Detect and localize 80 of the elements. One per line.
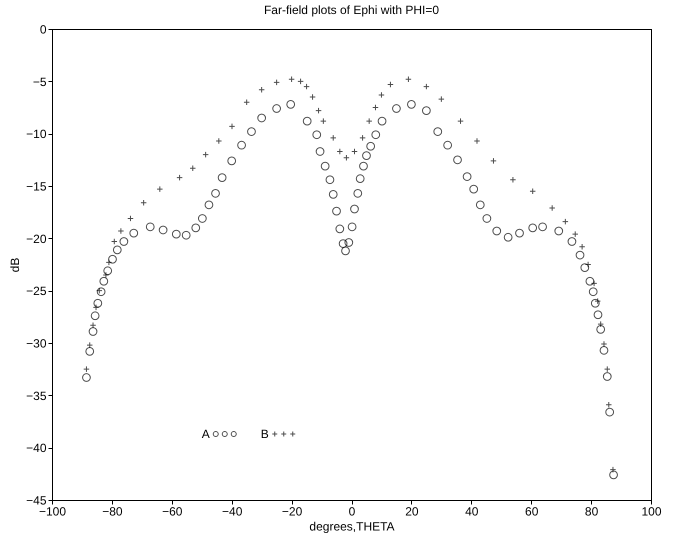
point — [140, 200, 147, 206]
point — [228, 123, 236, 130]
point — [351, 148, 358, 155]
point — [243, 99, 250, 106]
point — [118, 228, 124, 234]
point — [273, 79, 280, 86]
point — [606, 402, 612, 408]
point — [610, 466, 616, 473]
point — [156, 186, 164, 192]
point — [202, 151, 209, 158]
point — [92, 304, 100, 311]
point — [320, 118, 327, 124]
y-tick-label: −20 — [26, 232, 47, 246]
point — [127, 215, 134, 222]
point — [548, 204, 556, 212]
point — [83, 366, 90, 372]
point — [604, 366, 611, 372]
point — [190, 164, 196, 172]
point — [510, 176, 516, 183]
point — [457, 118, 464, 124]
point — [96, 287, 103, 294]
point — [330, 134, 336, 142]
x-tick-label: −60 — [162, 504, 183, 518]
point — [343, 154, 350, 161]
point — [562, 218, 569, 225]
point — [258, 86, 265, 93]
point — [86, 342, 93, 348]
point — [600, 340, 608, 348]
x-tick-label: 80 — [584, 504, 599, 518]
point — [309, 94, 316, 100]
point — [490, 158, 497, 164]
y-axis-title: dB — [8, 258, 22, 272]
y-tick-label: −45 — [26, 494, 47, 508]
x-tick-label: 40 — [465, 504, 479, 518]
x-tick-label: −20 — [282, 504, 303, 518]
point — [303, 83, 310, 90]
x-axis-title: degrees,THETA — [309, 520, 395, 534]
point — [597, 320, 604, 328]
point — [288, 76, 295, 82]
point — [590, 280, 598, 287]
y-tick-label: −40 — [26, 441, 47, 456]
x-tick-label: 0 — [348, 504, 356, 518]
x-tick-label: 100 — [641, 504, 662, 518]
y-tick-label: −15 — [26, 180, 47, 194]
point — [372, 104, 379, 111]
point — [216, 138, 222, 144]
point — [529, 188, 536, 194]
point — [578, 243, 586, 250]
point — [474, 138, 480, 144]
y-tick-label: −25 — [26, 284, 47, 298]
x-tick-label: −80 — [102, 504, 123, 518]
point — [90, 322, 96, 328]
point — [106, 259, 112, 266]
point — [359, 134, 366, 142]
point — [315, 107, 322, 114]
point — [594, 298, 601, 304]
y-tick-label: −10 — [26, 127, 47, 142]
point — [366, 118, 372, 124]
y-tick-label: 0 — [40, 22, 47, 36]
point — [423, 83, 430, 90]
x-tick-label: 60 — [525, 504, 539, 518]
y-tick-label: −35 — [26, 388, 47, 403]
legend-label: B — [260, 427, 269, 442]
y-tick-label: −30 — [26, 336, 47, 350]
x-tick-label: 20 — [405, 504, 419, 518]
point — [378, 92, 385, 98]
point — [111, 238, 118, 245]
point — [297, 78, 304, 85]
x-tick-label: −40 — [222, 504, 243, 518]
y-tick-label: −5 — [32, 74, 47, 89]
point — [387, 81, 394, 88]
point — [176, 174, 183, 181]
point — [438, 96, 445, 102]
legend-label: A — [202, 427, 210, 442]
point — [572, 230, 578, 238]
point — [336, 148, 344, 155]
point — [102, 272, 110, 278]
chart-title: Far-field plots of Ephi with PHI=0 — [264, 3, 440, 17]
x-tick-label: −100 — [38, 504, 66, 518]
point — [405, 76, 412, 82]
